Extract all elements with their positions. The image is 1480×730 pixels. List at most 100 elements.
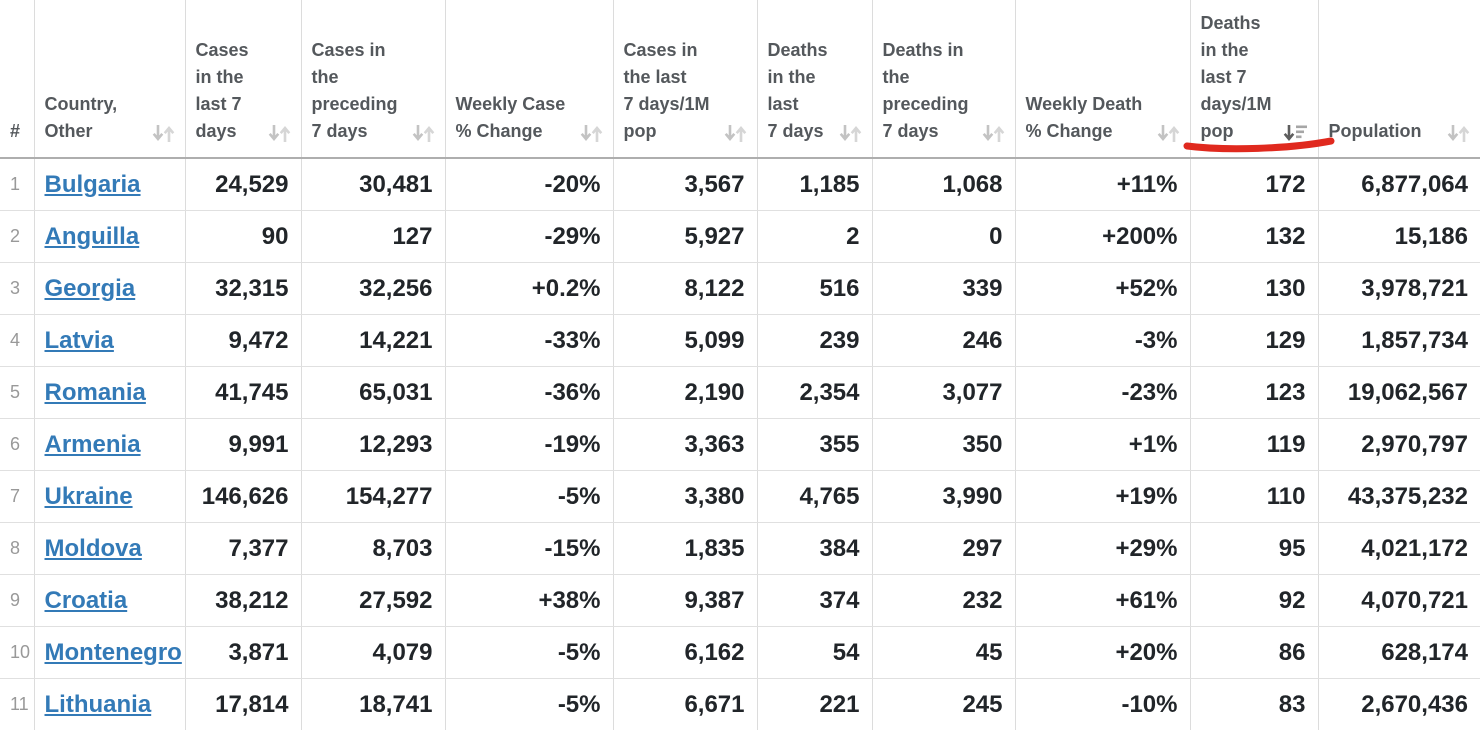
cell-value: 232 (962, 586, 1003, 614)
country-link[interactable]: Moldova (44, 534, 142, 562)
cell-cases_preceding_7d: 4,079 (301, 626, 446, 679)
country-link[interactable]: Ukraine (44, 482, 133, 510)
cell-weekly_death_change: +19% (1015, 470, 1191, 523)
cell-population: 2,670,436 (1318, 678, 1480, 730)
column-header-deaths_last_7d[interactable]: Deaths in the last 7 days (757, 0, 873, 159)
cell-cases_preceding_7d: 18,741 (301, 678, 446, 730)
column-header-weekly_case_change[interactable]: Weekly Case % Change (445, 0, 614, 159)
cell-value: 5,099 (684, 326, 745, 354)
cell-value: 6,162 (684, 638, 745, 666)
cell-value: 32,256 (359, 274, 433, 302)
cell-value: 4,021,172 (1361, 534, 1468, 562)
cell-deaths_preceding_7d: 3,990 (872, 470, 1016, 523)
cell-deaths_per_1m_pop: 119 (1190, 418, 1319, 471)
cell-weekly_death_change: -23% (1015, 366, 1191, 419)
table-row: 4 Latvia 9,472 14,221 -33% 5,099 239 246 -3% 129 1… (0, 314, 1480, 367)
country-link[interactable]: Armenia (44, 430, 141, 458)
country-link[interactable]: Latvia (44, 326, 114, 354)
cell-rank: 6 (0, 418, 35, 471)
cell-cases_per_1m_pop: 3,363 (613, 418, 758, 471)
country-link[interactable]: Montenegro (44, 638, 182, 666)
cell-value: 15,186 (1394, 222, 1468, 250)
table-row: 2 Anguilla 90 127 -29% 5,927 2 0 +200% 132 15,186 (0, 210, 1480, 263)
column-header-deaths_preceding_7d[interactable]: Deaths in the preceding 7 days (872, 0, 1016, 159)
cell-value: 9,991 (228, 430, 289, 458)
cell-value: 129 (1265, 326, 1306, 354)
column-header-population[interactable]: Population (1318, 0, 1480, 159)
cell-weekly_death_change: +1% (1015, 418, 1191, 471)
cell-cases_last_7d: 38,212 (185, 574, 302, 627)
cell-weekly_death_change: +11% (1015, 158, 1191, 211)
column-header-cases_preceding_7d[interactable]: Cases in the preceding 7 days (301, 0, 446, 159)
cell-weekly_death_change: +20% (1015, 626, 1191, 679)
column-label: Cases in the last 7 days/1M pop (623, 40, 710, 141)
country-link[interactable]: Anguilla (44, 222, 140, 250)
cell-value: 3 (10, 278, 21, 298)
cell-value: 24,529 (215, 170, 289, 198)
cell-weekly_death_change: +61% (1015, 574, 1191, 627)
cell-country: Georgia (34, 262, 186, 315)
cell-population: 19,062,567 (1318, 366, 1480, 419)
cell-cases_last_7d: 9,472 (185, 314, 302, 367)
cell-deaths_preceding_7d: 45 (872, 626, 1016, 679)
cell-value: 246 (962, 326, 1003, 354)
column-header-country[interactable]: Country, Other (34, 0, 186, 159)
cell-value: 127 (392, 222, 433, 250)
cell-value: 3,077 (942, 378, 1003, 406)
cell-weekly_case_change: -5% (445, 678, 614, 730)
cell-population: 3,978,721 (1318, 262, 1480, 315)
cell-value: 8,122 (684, 274, 745, 302)
country-link[interactable]: Lithuania (44, 690, 152, 718)
cell-value: -36% (544, 378, 601, 406)
cell-value: 245 (962, 690, 1003, 718)
cell-value: 5 (10, 382, 21, 402)
cell-value: 350 (962, 430, 1003, 458)
cell-value: 339 (962, 274, 1003, 302)
cell-weekly_case_change: -5% (445, 470, 614, 523)
column-header-cases_last_7d[interactable]: Cases in the last 7 days (185, 0, 302, 159)
cell-value: 123 (1265, 378, 1306, 406)
cell-value: 14,221 (359, 326, 433, 354)
cell-population: 4,021,172 (1318, 522, 1480, 575)
column-header-cases_per_1m_pop[interactable]: Cases in the last 7 days/1M pop (613, 0, 758, 159)
table-row: 7 Ukraine 146,626 154,277 -5% 3,380 4,765 3,990… (0, 470, 1480, 523)
cell-value: 4,765 (799, 482, 860, 510)
cell-value: -5% (557, 690, 601, 718)
cell-value: 30,481 (359, 170, 433, 198)
cell-value: 154,277 (345, 482, 433, 510)
column-label: Deaths in the preceding 7 days (882, 40, 969, 141)
country-link[interactable]: Georgia (44, 274, 136, 302)
cell-cases_per_1m_pop: 9,387 (613, 574, 758, 627)
cell-cases_per_1m_pop: 3,567 (613, 158, 758, 211)
table-row: 1 Bulgaria 24,529 30,481 -20% 3,567 1,185 1,068… (0, 158, 1480, 211)
cell-cases_last_7d: 32,315 (185, 262, 302, 315)
column-header-weekly_death_change[interactable]: Weekly Death % Change (1015, 0, 1191, 159)
country-link[interactable]: Bulgaria (44, 170, 141, 198)
cell-population: 628,174 (1318, 626, 1480, 679)
cell-value: 2,970,797 (1361, 430, 1468, 458)
cell-deaths_per_1m_pop: 83 (1190, 678, 1319, 730)
cell-value: 9 (10, 590, 21, 610)
cell-value: 146,626 (201, 482, 289, 510)
sort-both-icon (723, 124, 749, 143)
cell-rank: 5 (0, 366, 35, 419)
country-link[interactable]: Croatia (44, 586, 128, 614)
cell-cases_last_7d: 3,871 (185, 626, 302, 679)
cell-country: Lithuania (34, 678, 186, 730)
cell-value: 6,671 (684, 690, 745, 718)
cell-population: 4,070,721 (1318, 574, 1480, 627)
column-header-deaths_per_1m_pop[interactable]: Deaths in the last 7 days/1M pop (1190, 0, 1319, 159)
cell-country: Romania (34, 366, 186, 419)
cell-value: 1,185 (799, 170, 860, 198)
cell-country: Armenia (34, 418, 186, 471)
cell-cases_per_1m_pop: 6,162 (613, 626, 758, 679)
cell-value: 38,212 (215, 586, 289, 614)
country-link[interactable]: Romania (44, 378, 146, 406)
cell-value: 1 (10, 174, 21, 194)
cell-value: -5% (557, 638, 601, 666)
cell-weekly_case_change: -20% (445, 158, 614, 211)
cell-value: 2,190 (684, 378, 745, 406)
cell-deaths_last_7d: 374 (757, 574, 873, 627)
cell-deaths_last_7d: 54 (757, 626, 873, 679)
